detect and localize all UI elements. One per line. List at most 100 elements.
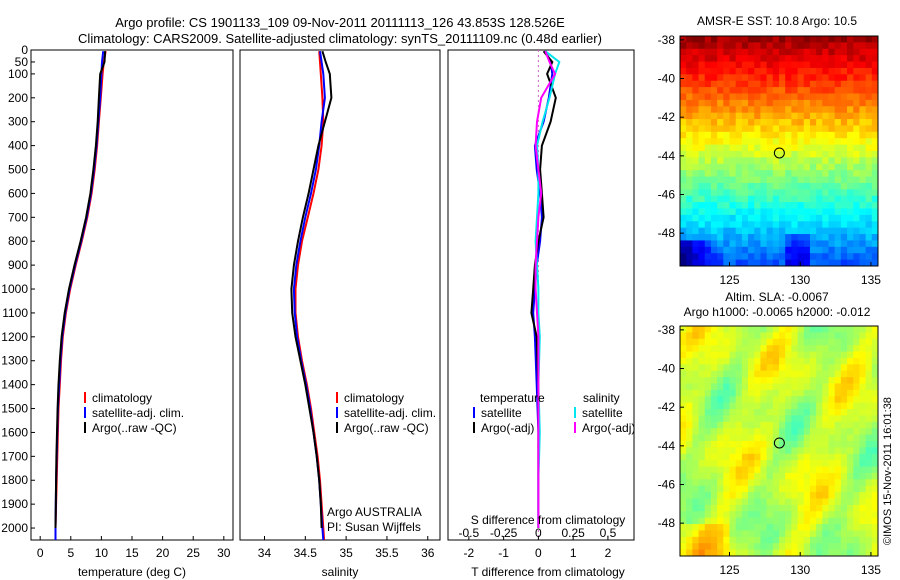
heatmap-cell <box>797 36 805 43</box>
heatmap-cell <box>704 453 712 461</box>
heatmap-cell <box>729 93 737 101</box>
heatmap-cell <box>834 524 842 532</box>
heatmap-cell <box>735 80 743 88</box>
heatmap-cell <box>717 415 724 423</box>
heatmap-cell <box>816 517 823 525</box>
heatmap-cell <box>865 492 873 500</box>
heatmap-cell <box>865 234 873 242</box>
heatmap-cell <box>754 389 762 397</box>
heatmap-cell <box>797 460 805 468</box>
heatmap-cell <box>680 234 687 242</box>
heatmap-cell <box>754 402 762 410</box>
heatmap-cell <box>680 351 687 359</box>
heatmap-cell <box>865 189 873 197</box>
heatmap-cell <box>692 170 700 178</box>
heatmap-cell <box>859 370 867 378</box>
heatmap-cell <box>779 253 786 261</box>
heatmap-cell <box>797 131 805 139</box>
heatmap-cell <box>822 112 830 120</box>
heatmap-cell <box>717 55 724 63</box>
heatmap-cell <box>680 428 687 436</box>
heatmap-cell <box>865 246 873 254</box>
heatmap-cell <box>686 498 693 506</box>
heatmap-cell <box>748 74 755 82</box>
heatmap-cell <box>803 131 811 139</box>
heatmap-cell <box>840 460 848 468</box>
heatmap-cell <box>704 176 712 184</box>
heatmap-cell <box>772 492 780 500</box>
heatmap-cell <box>686 370 693 378</box>
heatmap-cell <box>692 182 700 190</box>
series-line-satellite-adj-clim- <box>292 51 326 541</box>
difference-legend-salinity: salinity satellite Argo(-adj) <box>574 391 635 435</box>
heatmap-cell <box>847 151 854 158</box>
heatmap-cell <box>748 441 755 448</box>
heatmap-cell <box>692 543 700 551</box>
heatmap-cell <box>735 428 743 436</box>
heatmap-cell <box>704 240 712 248</box>
heatmap-cell <box>772 332 780 340</box>
heatmap-cell <box>859 441 867 448</box>
heatmap-cell <box>785 42 792 50</box>
heatmap-cell <box>834 55 842 63</box>
heatmap-cell <box>840 466 848 474</box>
heatmap-cell <box>859 428 867 436</box>
heatmap-cell <box>772 74 780 82</box>
heatmap-cell <box>822 389 830 397</box>
heatmap-cell <box>779 208 786 216</box>
heatmap-cell <box>853 253 861 261</box>
heatmap-cell <box>828 434 836 442</box>
heatmap-cell <box>692 460 700 468</box>
heatmap-cell <box>766 144 774 152</box>
x-tick-label: 1 <box>570 546 577 560</box>
heatmap-cell <box>754 246 762 254</box>
heatmap-cell <box>710 396 718 404</box>
heatmap-cell <box>779 524 786 532</box>
heatmap-cell <box>816 485 823 493</box>
heatmap-cell <box>803 208 811 216</box>
heatmap-cell <box>859 479 867 487</box>
heatmap-cell <box>704 259 712 266</box>
heatmap-cell <box>834 170 842 178</box>
heatmap-cell <box>723 543 731 551</box>
heatmap-cell <box>816 99 823 107</box>
heatmap-cell <box>735 144 743 152</box>
heatmap-cell <box>680 131 687 139</box>
sst-map-frame <box>679 35 879 267</box>
heatmap-cell <box>717 326 724 333</box>
heatmap-cell <box>822 221 830 229</box>
heatmap-cell <box>735 370 743 378</box>
x-tick-label: 30 <box>217 546 231 560</box>
heatmap-cell <box>865 517 873 525</box>
heatmap-cell <box>686 234 693 242</box>
heatmap-cell <box>748 479 755 487</box>
heatmap-cell <box>717 396 724 404</box>
heatmap-cell <box>816 511 823 519</box>
heatmap-cell <box>680 208 687 216</box>
heatmap-cell <box>859 485 867 493</box>
heatmap-cell <box>729 421 737 429</box>
heatmap-cell <box>803 415 811 423</box>
heatmap-cell <box>754 259 762 266</box>
heatmap-cell <box>741 428 749 436</box>
temperature-xlabel: temperature (deg C) <box>78 565 186 579</box>
heatmap-cell <box>680 466 687 474</box>
heatmap-cell <box>729 479 737 487</box>
heatmap-cell <box>840 189 848 197</box>
heatmap-cell <box>791 370 799 378</box>
heatmap-cell <box>748 434 755 442</box>
heatmap-cell <box>729 396 737 404</box>
heatmap-cell <box>680 332 687 340</box>
heatmap-cell <box>710 214 718 222</box>
heatmap-cell <box>686 131 693 139</box>
heatmap-cell <box>840 80 848 88</box>
heatmap-cell <box>686 485 693 493</box>
heatmap-cell <box>779 67 786 75</box>
heatmap-cell <box>779 151 786 158</box>
heatmap-cell <box>766 402 774 410</box>
heatmap-cell <box>816 55 823 63</box>
heatmap-cell <box>692 345 700 353</box>
heatmap-cell <box>853 144 861 152</box>
heatmap-cell <box>754 208 762 216</box>
heatmap-cell <box>822 202 830 210</box>
